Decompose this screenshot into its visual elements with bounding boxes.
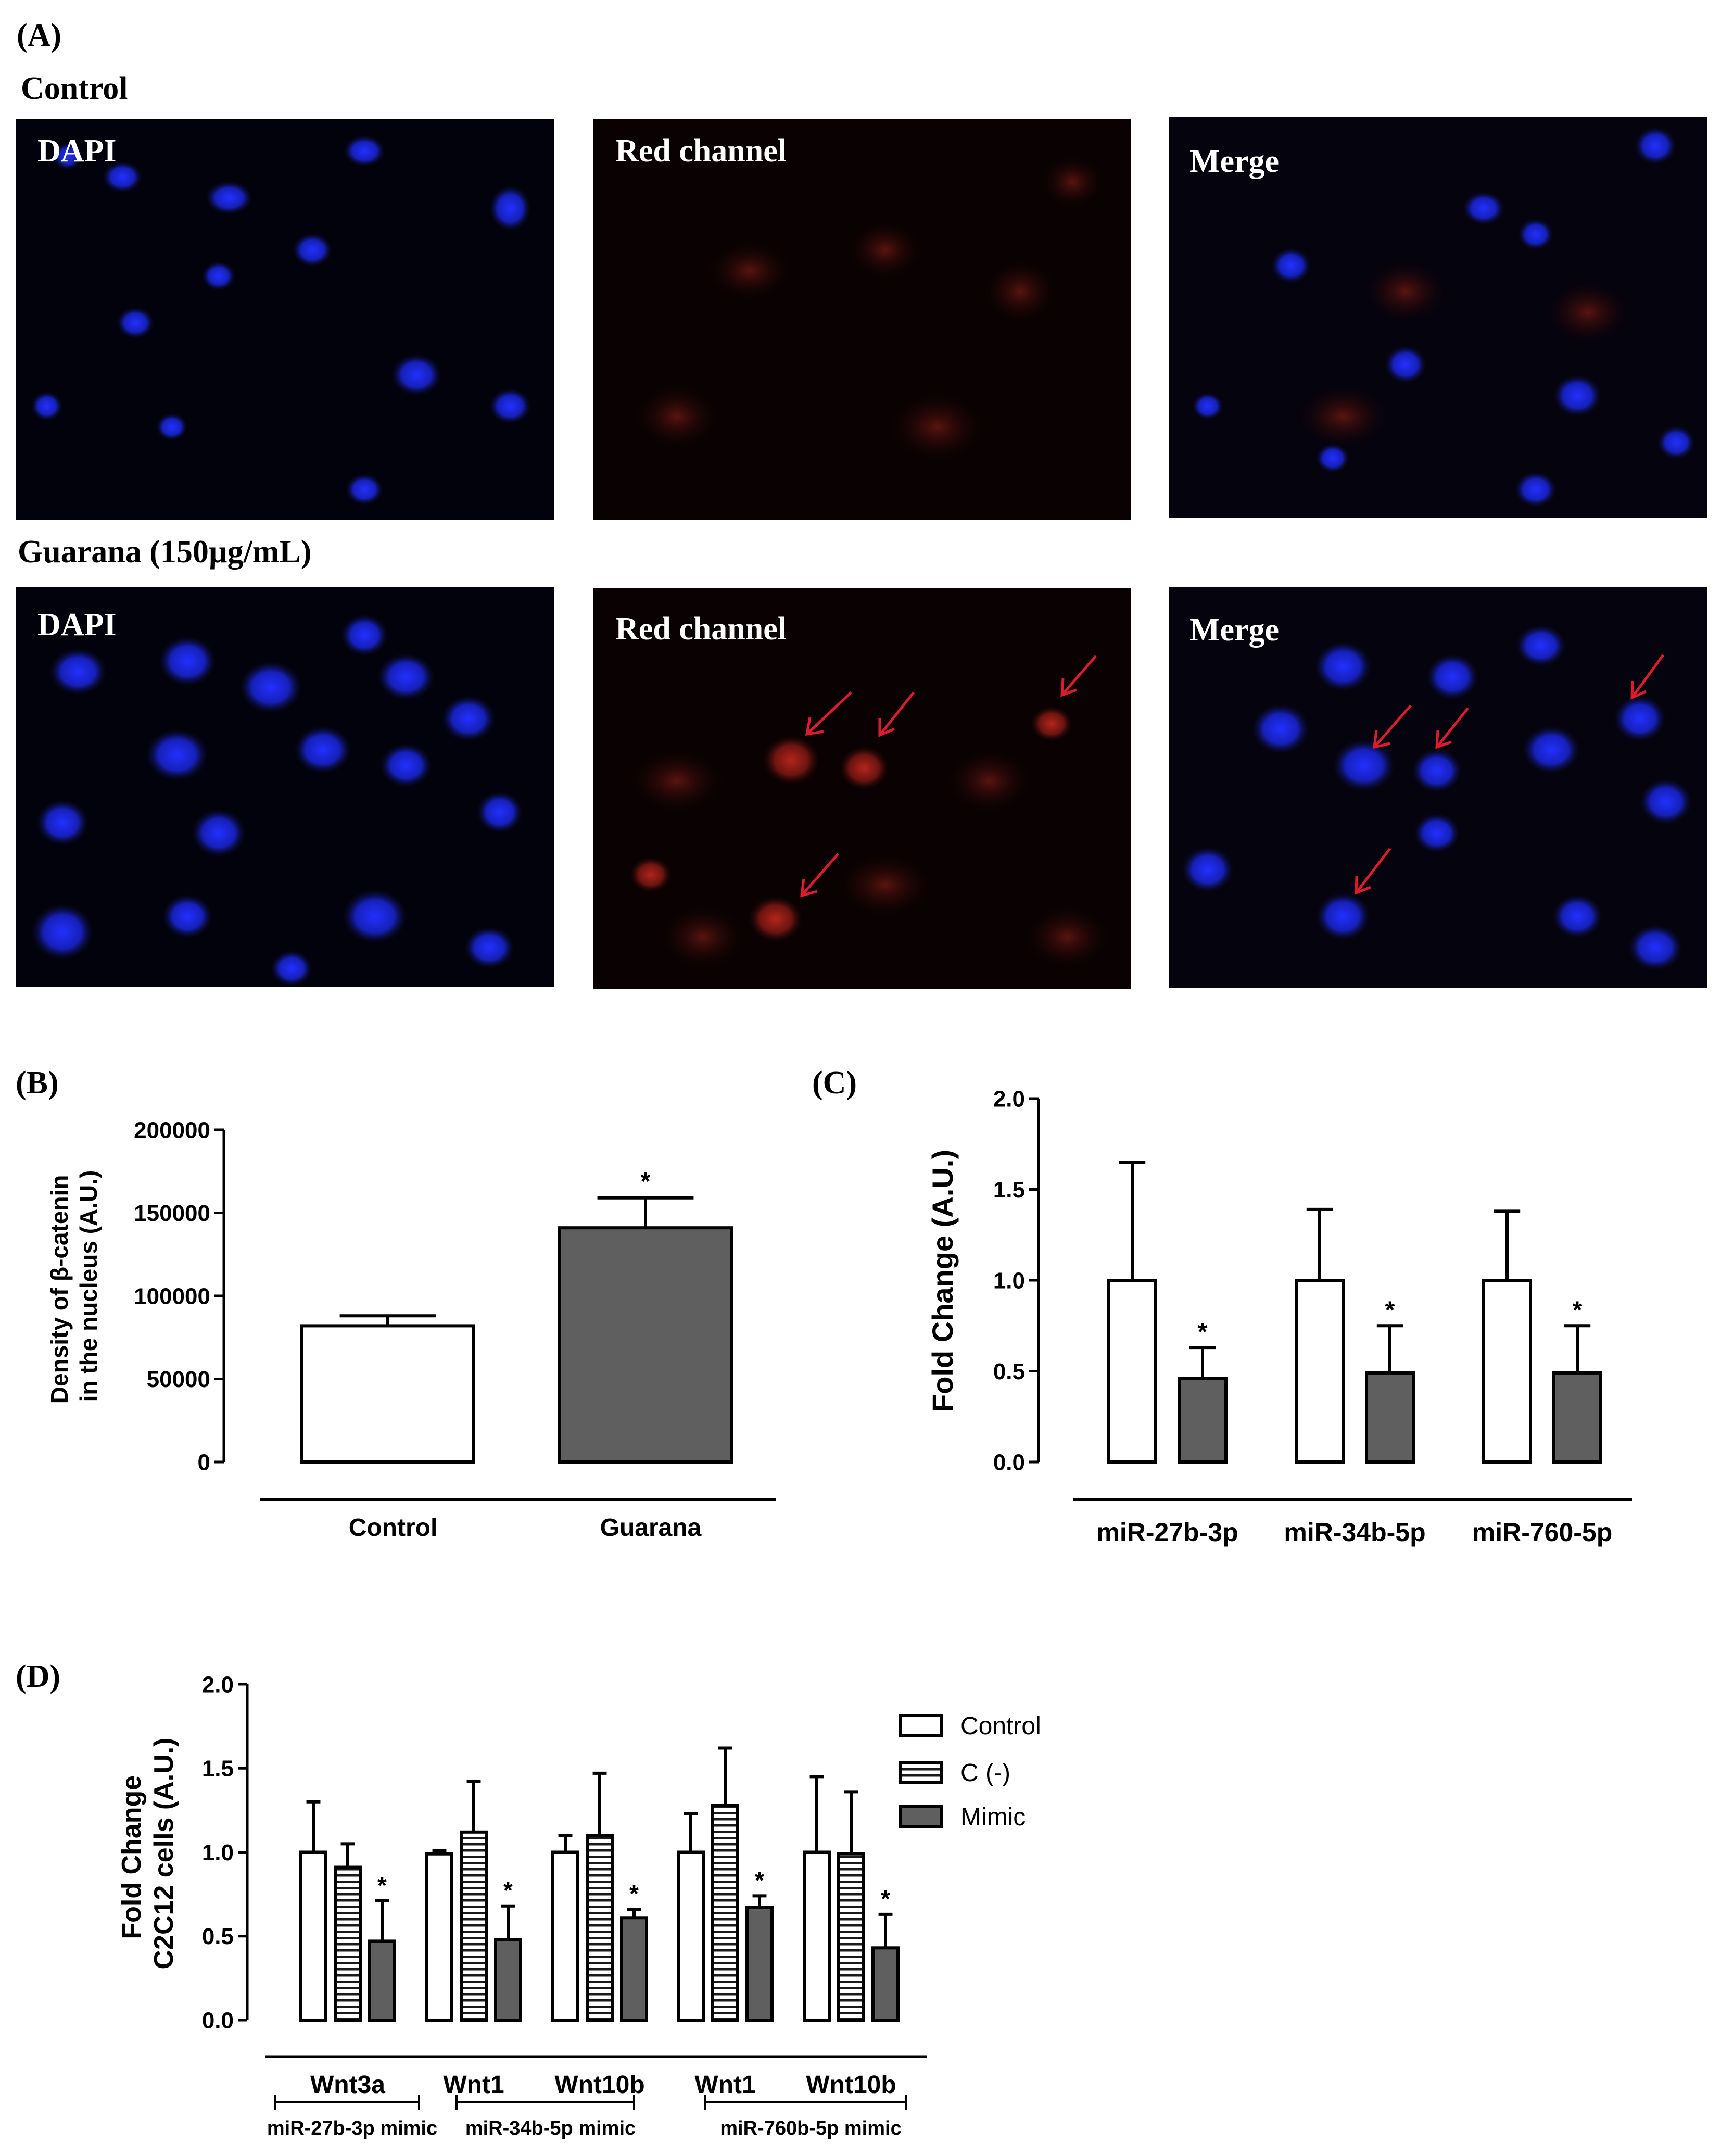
x-tick-label: Wnt3a — [310, 2071, 385, 2099]
panel-label-c: (C) — [812, 1065, 857, 1101]
micrograph-guarana-merge: Merge — [1169, 587, 1707, 988]
micrograph-guarana-dapi: DAPI — [16, 587, 554, 987]
channel-label-dapi-control: DAPI — [37, 133, 117, 169]
y-tick-label: 2.0 — [202, 1672, 234, 1697]
arrow-icon — [1355, 654, 1665, 895]
significance-marker: * — [629, 1880, 639, 1907]
y-tick-label: 0.0 — [993, 1449, 1025, 1475]
chart-b: Density of β-catenin in the nucleus (A.U… — [46, 1117, 776, 1542]
bar-filled — [1178, 1377, 1228, 1464]
y-tick-label: 1.5 — [202, 1756, 234, 1782]
channel-label-red-guarana: Red channel — [615, 611, 787, 647]
significance-marker: * — [1385, 1296, 1395, 1324]
micrograph-control-merge: Merge — [1169, 117, 1707, 518]
y-axis-title-d-line1: Fold Change — [117, 1775, 147, 1939]
y-axis-title-b: Density of β-catenin in the nucleus (A.U… — [46, 1168, 102, 1404]
y-axis-title-d: Fold Change C2C12 cells (A.U.) — [117, 1737, 179, 1969]
chart-c: Fold Change (A.U.) 0.0 0.5 1.0 1.5 2.0 * miR-2… — [926, 1086, 1632, 1547]
bar-c- — [711, 1804, 739, 2022]
bracket-label: miR-34b-5p mimic — [465, 2117, 636, 2139]
bracket-label: miR-27b-3p mimic — [267, 2117, 437, 2139]
micrograph-control-dapi: DAPI — [16, 119, 554, 520]
y-tick-label: 2.0 — [993, 1086, 1025, 1112]
x-tick-label: miR-27b-3p — [1096, 1518, 1238, 1547]
y-axis-title-b-line1: Density of β-catenin — [46, 1175, 73, 1404]
bar-mimic — [620, 1916, 648, 2022]
bar-c- — [334, 1865, 362, 2022]
channel-label-red-control: Red channel — [615, 133, 787, 169]
y-tick-label: 1.0 — [202, 1840, 234, 1865]
significance-marker: * — [755, 1867, 764, 1894]
significance-marker: * — [641, 1168, 651, 1195]
y-axis-title-b-line2: in the nucleus (A.U.) — [75, 1170, 102, 1402]
bar-control — [425, 1852, 453, 2022]
y-tick-label: 0.5 — [202, 1924, 234, 1949]
y-tick-label: 1.5 — [993, 1177, 1025, 1203]
significance-marker: * — [503, 1877, 513, 1904]
bracket-label: miR-760b-5p mimic — [720, 2117, 901, 2139]
y-axis-title-d-line2: C2C12 cells (A.U.) — [149, 1737, 179, 1969]
y-axis-title-c: Fold Change (A.U.) — [926, 1150, 959, 1412]
bar-c- — [460, 1830, 488, 2022]
y-tick-label: 100000 — [134, 1283, 210, 1309]
bar-filled — [1552, 1371, 1602, 1464]
bar-control — [677, 1850, 705, 2022]
x-tick-label: miR-760-5p — [1472, 1518, 1613, 1547]
bar-mimic — [871, 1946, 900, 2022]
y-tick-label: 0.0 — [202, 2008, 234, 2033]
y-tick-label: 150000 — [134, 1201, 210, 1226]
bar-mimic — [494, 1938, 522, 2022]
x-tick-label: Wnt10b — [806, 2071, 896, 2099]
x-tick-label: Control — [349, 1514, 438, 1542]
bar-mimic — [368, 1939, 396, 2022]
legend-label: Mimic — [960, 1804, 1026, 1831]
legend-swatch — [899, 1714, 943, 1737]
panel-label-b: (B) — [16, 1065, 59, 1101]
x-tick-label: miR-34b-5p — [1284, 1518, 1425, 1547]
channel-label-merge-control: Merge — [1189, 144, 1279, 179]
panel-label-d: (D) — [16, 1659, 60, 1694]
x-tick-label: Guarana — [600, 1514, 702, 1542]
legend-swatch — [899, 1761, 943, 1784]
micrograph-guarana-red: Red channel — [593, 588, 1131, 989]
bar-open — [1482, 1279, 1532, 1464]
bar-control — [803, 1850, 831, 2022]
x-tick-label: Wnt10b — [554, 2071, 644, 2099]
bar-control — [299, 1850, 327, 2022]
panel-label-a: (A) — [17, 18, 61, 53]
bar-open — [1295, 1279, 1345, 1464]
chart-d: Fold Change C2C12 cells (A.U.) 0.0 0.5 1.0… — [117, 1672, 1041, 2139]
bar-c- — [837, 1852, 865, 2022]
legend-swatch — [899, 1805, 943, 1828]
y-tick-label: 50000 — [147, 1367, 210, 1392]
x-tick-label: Wnt1 — [443, 2071, 504, 2099]
bar-control — [551, 1850, 579, 2022]
significance-marker: * — [1573, 1296, 1583, 1324]
row-label-control: Control — [21, 71, 128, 106]
row-label-guarana: Guarana (150µg/mL) — [18, 534, 311, 570]
significance-marker: * — [881, 1885, 890, 1912]
y-tick-label: 200000 — [134, 1117, 210, 1143]
bar-mimic — [745, 1906, 774, 2022]
significance-marker: * — [377, 1872, 387, 1899]
bar-control — [300, 1324, 475, 1464]
legend-label: C (-) — [960, 1759, 1010, 1787]
bar-filled — [1365, 1371, 1415, 1464]
legend-label: Control — [960, 1712, 1041, 1740]
bar-guarana — [558, 1226, 733, 1464]
arrow-icon — [800, 655, 1097, 898]
channel-label-dapi-guarana: DAPI — [37, 607, 117, 642]
x-tick-label: Wnt1 — [694, 2071, 755, 2099]
y-tick-label: 0.5 — [993, 1359, 1025, 1384]
y-tick-label: 1.0 — [993, 1268, 1025, 1293]
significance-marker: * — [1198, 1318, 1208, 1346]
bar-open — [1107, 1279, 1157, 1464]
bar-c- — [586, 1834, 614, 2022]
micrograph-control-red: Red channel — [593, 119, 1131, 520]
channel-label-merge-guarana: Merge — [1189, 612, 1279, 648]
y-tick-label: 0 — [198, 1449, 210, 1475]
